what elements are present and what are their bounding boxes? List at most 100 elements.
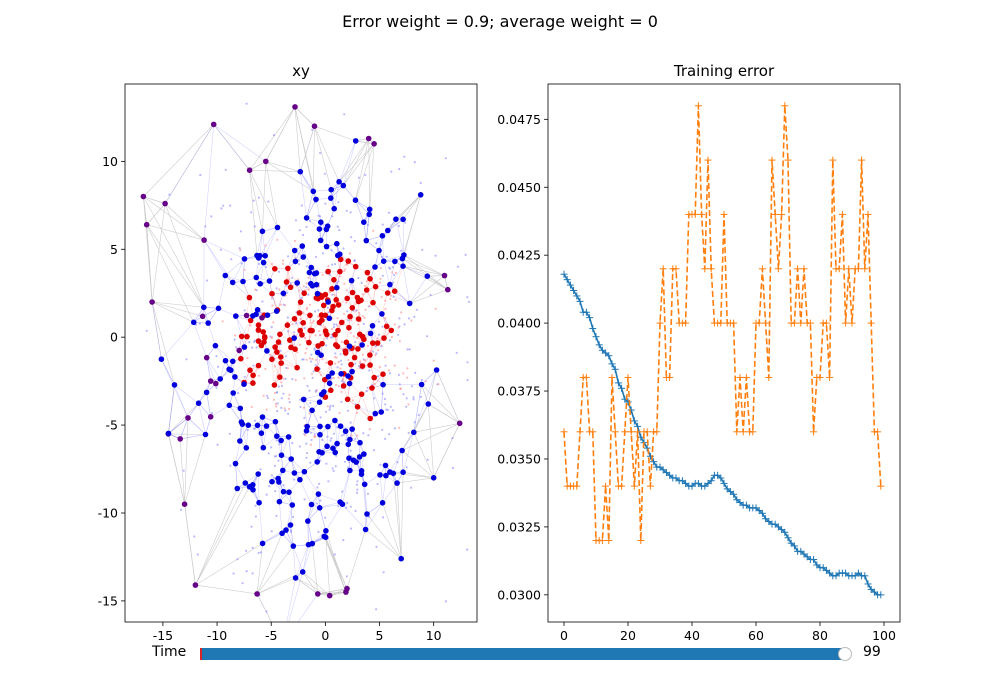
network-node [272,266,278,272]
network-node [379,311,385,317]
network-minor-node [205,279,209,282]
xy-xtick-label: 5 [376,628,384,643]
network-edge [381,313,392,331]
network-edge [229,405,242,423]
network-node [283,527,289,533]
network-minor-node [343,460,347,463]
network-node [329,370,336,376]
network-minor-node [385,408,388,411]
xy-xtick-label: 10 [426,628,442,643]
network-node [269,290,275,297]
network-minor-node [278,443,281,446]
training-error-ytick-label: 0.0400 [497,316,541,331]
network-node [358,391,365,398]
network-minor-node [266,396,269,400]
training-error-point [586,314,594,322]
network-node [370,299,376,306]
network-minor-node [337,385,340,388]
network-minor-node [337,201,340,204]
network-edge [259,227,278,256]
network-minor-node [392,281,395,284]
network-edge [287,268,298,284]
network-node [177,436,183,442]
network-minor-node [336,366,339,369]
network-minor-node [346,310,349,313]
network-node [294,364,300,371]
network-node [398,555,405,562]
network-minor-node [245,549,248,553]
network-edge [206,392,211,417]
network-edge [168,417,189,435]
network-edge [262,231,266,256]
network-edge [428,369,437,405]
network-minor-node [305,452,309,455]
network-edge [195,486,250,586]
network-minor-node [340,340,343,344]
network-node [233,313,239,319]
network-node [329,286,335,292]
network-edge [338,138,369,182]
network-edge [300,171,314,192]
time-slider-handle[interactable] [838,647,852,661]
network-edge [355,200,365,223]
network-node [345,373,351,379]
training-error-point [778,210,786,218]
network-edge [371,374,384,389]
network-node [324,443,330,450]
network-node [291,247,298,254]
network-minor-node [373,382,376,386]
network-minor-node [252,364,255,367]
network-minor-node [294,378,297,382]
network-node [237,438,243,444]
network-edge [381,313,392,331]
training-error-point [864,580,872,588]
network-minor-node [369,349,372,352]
network-minor-node [311,357,314,361]
network-edge [402,265,428,277]
network-node [406,300,413,307]
network-edge [355,143,375,201]
network-minor-node [317,530,320,534]
network-node [327,360,334,366]
network-edge [277,227,295,251]
network-minor-node [385,255,388,258]
network-edge [256,543,263,594]
training-error-point [794,265,802,273]
network-node [294,280,301,286]
network-minor-node [372,350,375,353]
network-node [285,434,292,440]
network-minor-node [280,384,284,387]
network-minor-node [336,317,339,320]
network-minor-node [351,399,354,402]
network-minor-node [384,403,387,406]
network-minor-node [321,273,324,276]
network-node [278,452,285,459]
network-minor-node [456,265,459,268]
network-edge [401,450,434,479]
network-minor-node [302,311,305,314]
network-minor-node [397,373,400,376]
network-minor-node [261,300,264,303]
network-minor-node [333,553,336,556]
network-edge [421,369,437,385]
network-minor-node [271,304,274,307]
network-minor-node [389,294,392,297]
network-minor-node [398,317,401,320]
network-minor-node [484,523,486,525]
network-node [382,462,389,469]
network-node [254,252,260,259]
network-minor-node [243,268,246,272]
network-edge [235,463,238,489]
training-error-point [602,482,610,490]
network-edge [285,504,293,531]
time-slider-track[interactable] [200,648,845,660]
network-node [358,471,365,478]
network-node [325,373,332,380]
network-minor-node [245,389,248,392]
network-minor-node [210,412,214,415]
network-minor-node [308,389,311,392]
network-edge [168,384,175,434]
network-edge [355,199,370,215]
network-node [352,263,359,270]
training-error-series-line-1 [563,273,881,596]
